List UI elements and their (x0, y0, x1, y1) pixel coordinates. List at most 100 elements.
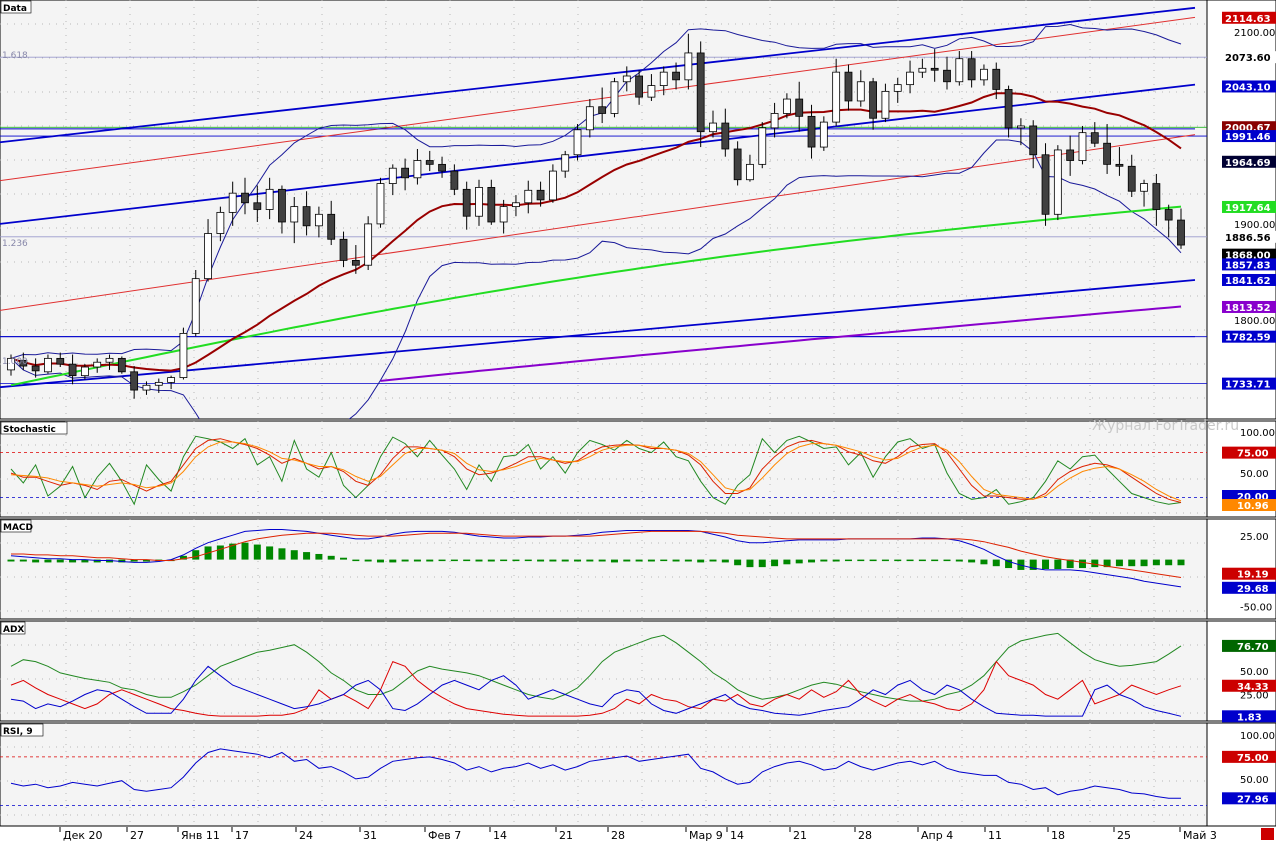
time-label: 24 (299, 829, 313, 842)
fib-label: 1.236 (2, 239, 28, 249)
y-tick-label: 2100.00 (1234, 28, 1275, 39)
candle-body (992, 68, 1001, 90)
macd-bar (561, 559, 569, 562)
macd-bar (500, 559, 508, 562)
candle-body (1041, 154, 1050, 215)
candle-body (844, 71, 853, 102)
macd-bar (389, 559, 397, 563)
candle (684, 33, 693, 90)
macd-bar (241, 542, 249, 560)
price-tag-bg (1222, 121, 1276, 134)
candle-body (1078, 132, 1087, 161)
candle (1090, 122, 1099, 148)
time-label: 27 (130, 829, 144, 842)
candle (647, 74, 656, 101)
series-orange (10, 441, 1182, 502)
candle-body (893, 84, 902, 92)
price-tag: 1886.56 (1225, 233, 1271, 244)
indicator-tag: 75.00 (1237, 753, 1269, 764)
macd-bar (943, 559, 951, 562)
candle-body (44, 357, 52, 373)
candle (856, 70, 865, 107)
macd-bar (647, 559, 655, 562)
panel-title: Data (3, 4, 27, 14)
macd-bar (81, 559, 89, 563)
panel-title-box (0, 421, 68, 435)
candle-body (819, 121, 828, 148)
indicator-plot-layer (10, 632, 1182, 717)
macd-bar (352, 559, 360, 562)
candle-body (265, 188, 274, 210)
candle (709, 110, 717, 138)
candle-body (1177, 219, 1185, 246)
macd-bar (487, 559, 495, 562)
candle-body (856, 81, 865, 102)
candle (278, 185, 286, 234)
macd-bar (463, 559, 471, 562)
macd-bar (266, 546, 274, 560)
candle (1029, 120, 1038, 169)
candle (130, 366, 139, 399)
candle (1177, 208, 1185, 249)
macd-bar (7, 559, 15, 562)
price-tag: 1964.69 (1225, 158, 1271, 169)
price-tag: 1841.62 (1225, 276, 1271, 287)
macd-bar (832, 559, 840, 562)
macd-bar (537, 559, 545, 562)
panel-rsi-9: RSI, 9 100.00 50.00 75.00 27.96 (0, 722, 1276, 827)
macd-bar (278, 548, 286, 560)
candle-body (179, 332, 188, 378)
candle (44, 354, 52, 374)
candle (80, 364, 89, 380)
candle-body (746, 163, 754, 181)
candle (450, 164, 459, 196)
macd-bar (844, 559, 852, 562)
panel-title-box (0, 723, 44, 737)
macd-bar (549, 559, 557, 562)
time-label: Апр 4 (921, 829, 953, 842)
candle (955, 51, 964, 86)
candle-body (388, 167, 397, 184)
candle-body (573, 129, 582, 156)
bollinger-upper (10, 23, 1182, 359)
series-di_plus (10, 660, 1182, 717)
series-macd (10, 529, 1182, 588)
candle-body (487, 187, 496, 223)
price-tag-bg (1222, 330, 1276, 343)
candle-body (438, 163, 446, 172)
candle (339, 231, 348, 268)
indicator-tag-bg (1222, 750, 1276, 763)
candle (191, 270, 200, 337)
candle (265, 177, 274, 220)
candle-body (869, 81, 878, 119)
y-tick-label: 50.00 (1240, 667, 1269, 678)
time-label: 14 (730, 829, 744, 842)
candle-body (499, 206, 508, 223)
panel-title-box (0, 519, 32, 533)
panel-title-box (0, 621, 26, 635)
panel-title: MACD (3, 523, 33, 533)
candle-body (302, 206, 311, 227)
candle (659, 66, 668, 96)
candle (56, 352, 65, 368)
indicator-tag-bg (1222, 710, 1276, 723)
time-label: Май 3 (1183, 829, 1217, 842)
macd-bar (216, 545, 224, 560)
macd-bar (610, 559, 618, 563)
candle (142, 381, 151, 395)
indicator-tag-bg (1222, 679, 1276, 692)
y-tick-label: 50.00 (1240, 469, 1269, 480)
macd-bar (918, 559, 926, 562)
indicator-tag-bg (1222, 446, 1276, 459)
candle (1078, 125, 1087, 165)
macd-bar (734, 559, 742, 566)
red-moving-average (10, 92, 1182, 372)
price-tag-bg (1222, 155, 1276, 168)
fib-label: 1.618 (2, 51, 28, 61)
candle (364, 216, 373, 271)
candle (499, 199, 508, 234)
candle (401, 158, 410, 191)
candle (881, 83, 890, 123)
macd-bar (229, 543, 237, 560)
